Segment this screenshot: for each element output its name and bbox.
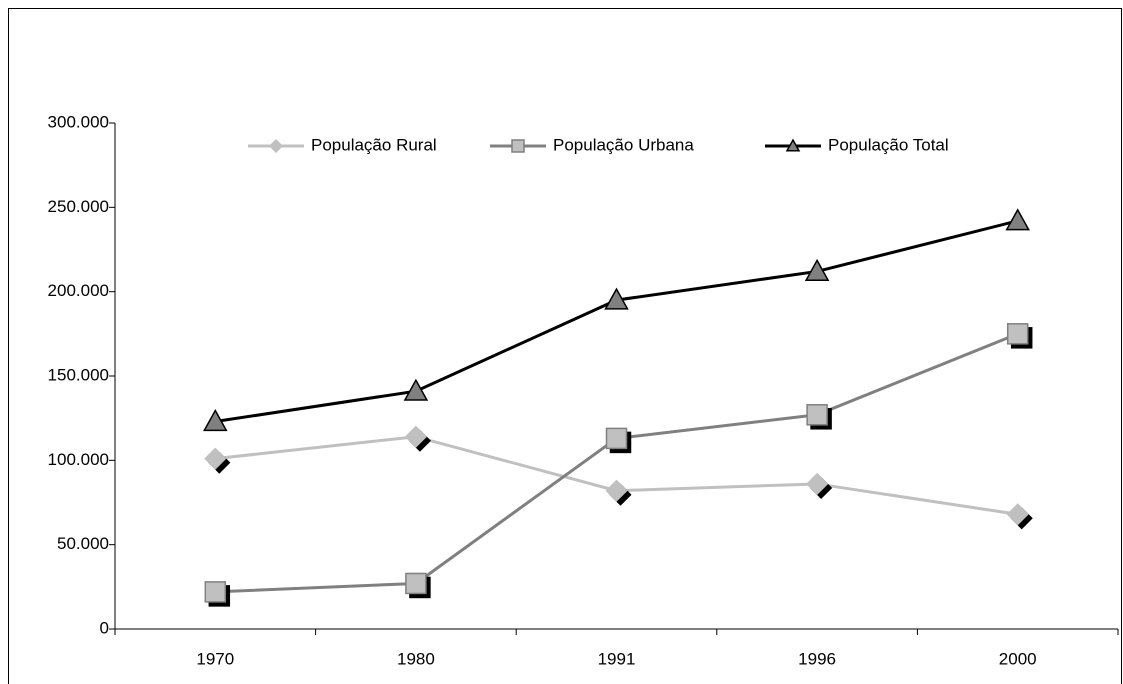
marker xyxy=(1005,208,1030,231)
legend-label: População Total xyxy=(828,135,949,154)
marker xyxy=(404,425,427,448)
marker xyxy=(1006,503,1029,526)
legend-marker xyxy=(785,138,801,152)
legend-label: População Rural xyxy=(311,135,437,154)
x-tick-label: 1980 xyxy=(397,649,435,668)
y-tick-label: 200.000 xyxy=(48,281,109,300)
marker xyxy=(804,258,830,281)
y-tick-label: 50.000 xyxy=(57,534,109,553)
marker xyxy=(604,287,629,310)
marker xyxy=(203,408,228,432)
marker xyxy=(605,427,628,450)
x-tick-label: 2000 xyxy=(999,649,1037,668)
marker xyxy=(605,479,628,502)
x-tick-label: 1991 xyxy=(598,649,636,668)
marker xyxy=(204,581,227,603)
y-tick-label: 300.000 xyxy=(48,112,109,131)
marker xyxy=(204,447,227,470)
legend-label: População Urbana xyxy=(553,135,694,154)
y-tick-label: 0 xyxy=(100,618,109,637)
chart-frame xyxy=(8,8,1122,684)
marker xyxy=(1006,323,1029,345)
y-tick-label: 100.000 xyxy=(48,450,109,469)
x-tick-label: 1996 xyxy=(798,649,836,668)
y-tick-label: 250.000 xyxy=(48,197,109,216)
y-tick-label: 150.000 xyxy=(48,365,109,384)
marker xyxy=(806,472,829,496)
series-line xyxy=(215,332,1019,594)
legend-marker xyxy=(268,138,284,154)
marker xyxy=(405,572,427,595)
legend-marker xyxy=(511,139,525,153)
series-line xyxy=(215,219,1019,424)
marker xyxy=(806,404,828,426)
marker xyxy=(403,378,429,401)
x-tick-label: 1970 xyxy=(196,649,234,668)
